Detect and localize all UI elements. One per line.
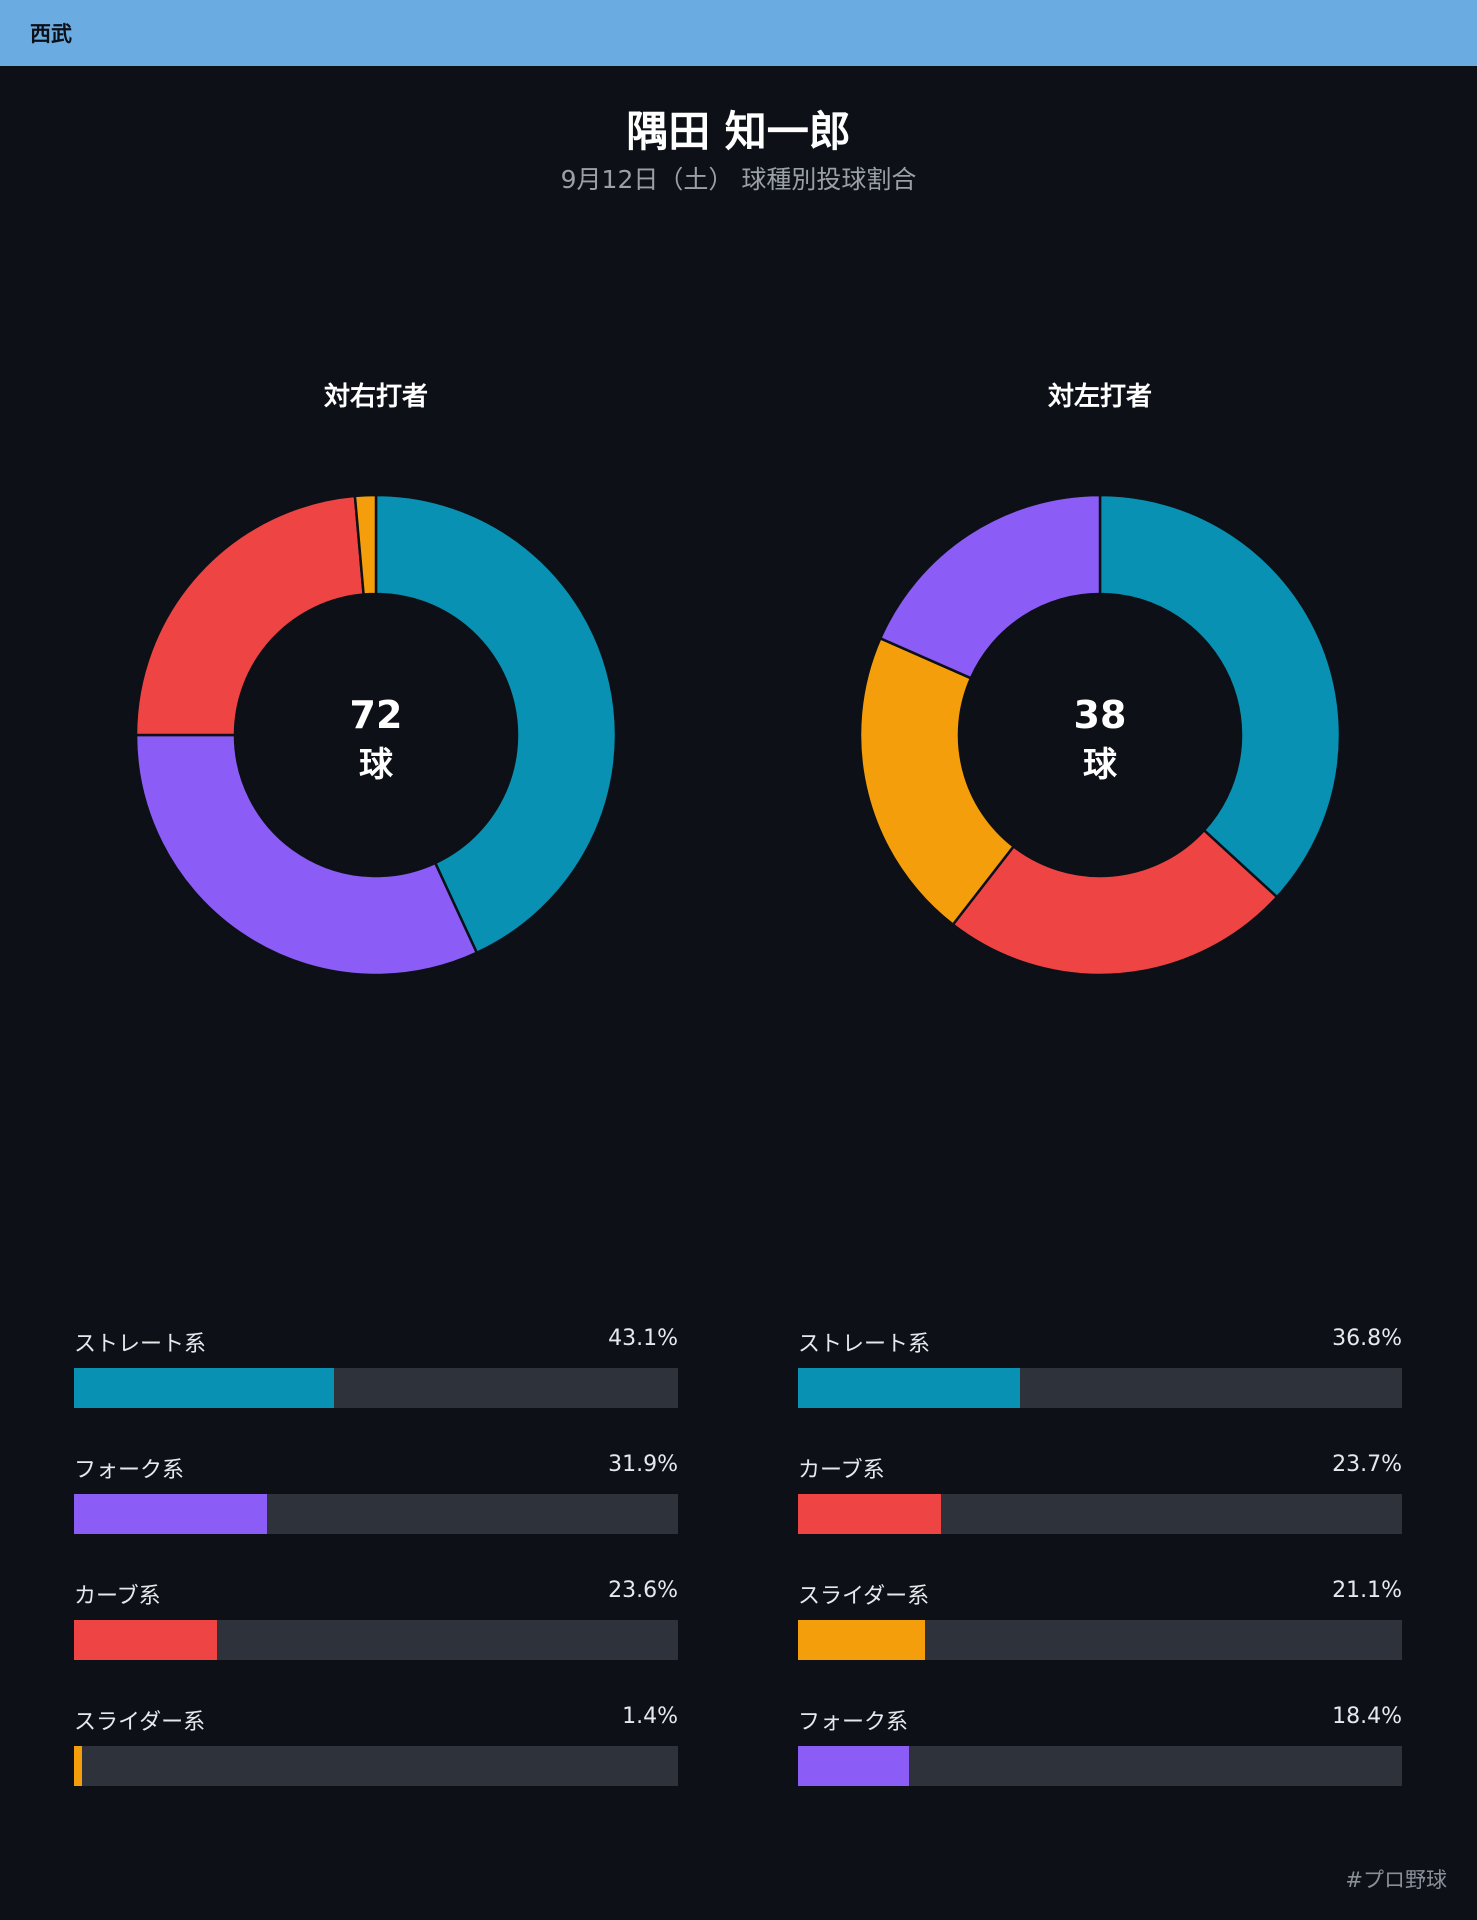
donut-slice — [374, 493, 618, 955]
bar-fill — [798, 1620, 926, 1660]
panel-title: 対左打者 — [1047, 382, 1152, 412]
pitch-unit-label: 球 — [1083, 745, 1118, 785]
donut-slice — [134, 733, 479, 977]
player-name: 隅田 知一郎 — [626, 107, 851, 156]
chart-subtitle: 9月12日（土） 球種別投球割合 — [560, 165, 917, 194]
bar-fill — [74, 1368, 335, 1408]
bar-fill — [798, 1368, 1021, 1408]
bar-fill — [74, 1494, 267, 1534]
donut-slice — [858, 636, 1016, 927]
bar-track — [798, 1368, 1402, 1408]
total-pitch-count: 38 — [1074, 693, 1127, 737]
pitch-percentage: 18.4% — [1332, 1704, 1402, 1729]
bar-item: スライダー系 21.1% — [798, 1572, 1402, 1698]
bar-item: ストレート系 43.1% — [74, 1320, 678, 1446]
bar-track — [798, 1620, 1402, 1660]
team-name: 西武 — [30, 22, 72, 46]
donut-slice — [134, 494, 365, 737]
hashtag: #プロ野球 — [1345, 1868, 1447, 1892]
panel-vs-right: 対右打者 72 球 ストレート系 43.1% フォーク系 31.9% カーブ系 23.6%… — [74, 0, 678, 1920]
pitch-percentage: 23.7% — [1332, 1452, 1402, 1477]
bar-fill — [74, 1620, 217, 1660]
bar-fill — [74, 1746, 83, 1786]
bar-item: カーブ系 23.7% — [798, 1446, 1402, 1572]
bar-track — [74, 1368, 678, 1408]
team-header: 西武 — [0, 0, 1477, 66]
bar-item: フォーク系 31.9% — [74, 1446, 678, 1572]
pitch-type-label: フォーク系 — [74, 1458, 185, 1483]
donut-chart: 72 球 — [134, 493, 618, 977]
bar-list: ストレート系 36.8% カーブ系 23.7% スライダー系 21.1% フォーク系 18.4… — [798, 1320, 1402, 1824]
donut-slice — [878, 493, 1102, 680]
pitch-type-label: フォーク系 — [798, 1710, 909, 1735]
bar-fill — [798, 1746, 910, 1786]
pitch-percentage: 1.4% — [622, 1704, 678, 1729]
panel-title: 対右打者 — [323, 382, 428, 412]
donut-slice — [353, 493, 378, 596]
pitch-type-label: カーブ系 — [798, 1458, 885, 1483]
bar-item: カーブ系 23.6% — [74, 1572, 678, 1698]
pitch-type-label: ストレート系 — [74, 1332, 207, 1357]
pitch-percentage: 21.1% — [1332, 1578, 1402, 1603]
total-pitch-count: 72 — [350, 693, 403, 737]
pitch-percentage: 31.9% — [608, 1452, 678, 1477]
bar-track — [798, 1494, 1402, 1534]
bar-track — [74, 1746, 678, 1786]
bar-list: ストレート系 43.1% フォーク系 31.9% カーブ系 23.6% スライダー系 1.4% — [74, 1320, 678, 1824]
pitch-type-label: ストレート系 — [798, 1332, 931, 1357]
bar-item: ストレート系 36.8% — [798, 1320, 1402, 1446]
pitch-percentage: 23.6% — [608, 1578, 678, 1603]
pitch-type-label: カーブ系 — [74, 1584, 161, 1609]
donut-slice — [1098, 493, 1342, 899]
pitch-unit-label: 球 — [359, 745, 394, 785]
pitch-percentage: 36.8% — [1332, 1326, 1402, 1351]
bar-track — [798, 1746, 1402, 1786]
bar-item: フォーク系 18.4% — [798, 1698, 1402, 1824]
pitch-type-label: スライダー系 — [74, 1710, 206, 1735]
bar-track — [74, 1494, 678, 1534]
donut-chart: 38 球 — [858, 493, 1342, 977]
pitch-percentage: 43.1% — [608, 1326, 678, 1351]
bar-track — [74, 1620, 678, 1660]
pitch-type-label: スライダー系 — [798, 1584, 930, 1609]
panel-vs-left: 対左打者 38 球 ストレート系 36.8% カーブ系 23.7% スライダー系 21.1… — [798, 0, 1402, 1920]
bar-fill — [798, 1494, 942, 1534]
bar-item: スライダー系 1.4% — [74, 1698, 678, 1824]
donut-slice — [951, 828, 1279, 977]
